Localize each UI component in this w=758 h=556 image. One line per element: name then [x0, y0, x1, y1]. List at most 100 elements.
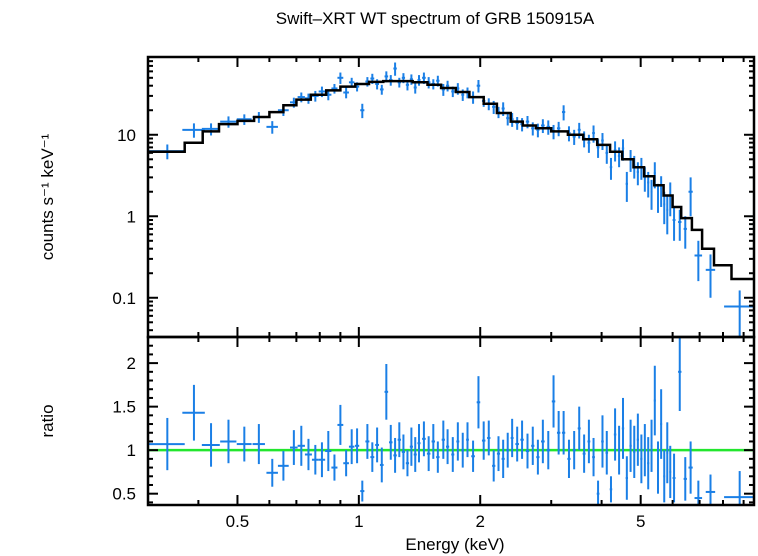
ratio-point: [694, 480, 703, 505]
ratio-point: [201, 423, 220, 467]
ratio-point: [422, 421, 426, 457]
spectrum-point: [541, 119, 545, 134]
ratio-point: [625, 456, 628, 500]
ratio-point: [252, 424, 265, 465]
ratio-point: [379, 447, 384, 483]
ratio-point: [397, 422, 401, 458]
ratio-point: [461, 432, 465, 468]
ratio-point: [431, 424, 436, 459]
spectrum-point: [587, 134, 591, 153]
ratio-point: [365, 424, 370, 459]
y-tick-label: 2: [127, 354, 136, 373]
ratio-point: [451, 437, 455, 472]
spectrum-point: [393, 62, 397, 76]
ratio-point: [724, 471, 754, 505]
spectrum-point: [672, 206, 676, 241]
ratio-point: [384, 363, 389, 420]
spectrum-point: [617, 147, 621, 168]
spectrum-point: [556, 121, 561, 137]
x-tick-label: 2: [475, 512, 484, 531]
ratio-point: [417, 424, 421, 463]
x-tick-label: 5: [636, 512, 645, 531]
spectrum-point: [640, 157, 643, 180]
ratio-point: [546, 431, 551, 470]
chart-title: Swift–XRT WT spectrum of GRB 150915A: [276, 9, 595, 28]
ratio-point: [401, 434, 406, 470]
spectrum-point: [650, 179, 653, 210]
spectrum-point: [660, 176, 663, 207]
ratio-point: [605, 431, 609, 475]
spectrum-point: [561, 105, 566, 121]
ratio-point: [481, 421, 486, 460]
ratio-point: [617, 425, 621, 475]
ratio-point: [629, 419, 632, 472]
ratio-point: [613, 408, 617, 461]
ratio-point: [389, 424, 393, 460]
spectrum-point: [666, 195, 669, 235]
ratio-point: [657, 441, 660, 494]
ratio-point: [663, 450, 666, 503]
ratio-point: [541, 419, 545, 464]
spectrum-point: [413, 82, 417, 94]
ratio-point: [653, 365, 656, 436]
spectrum-point: [657, 183, 660, 213]
ratio-point: [609, 476, 613, 503]
y-tick-label: 0.1: [112, 289, 136, 308]
ratio-point: [556, 410, 561, 455]
spectrum-point: [625, 171, 628, 202]
ratio-point: [436, 441, 440, 473]
ratio-point: [621, 397, 625, 459]
ratio-point: [409, 427, 413, 466]
spectrum-point: [397, 77, 401, 88]
ratio-point: [441, 420, 445, 459]
spectrum-point: [669, 182, 672, 217]
ratio-data-points: [148, 337, 754, 505]
ratio-point: [182, 384, 205, 441]
ratio-point: [446, 429, 450, 465]
ratio-point: [375, 427, 379, 463]
ratio-point: [633, 425, 636, 479]
ratio-point: [572, 431, 576, 470]
spectrum-point: [605, 144, 609, 164]
ratio-point: [506, 432, 510, 468]
spectrum-point: [683, 216, 687, 249]
ratio-point: [492, 450, 496, 482]
ratio-point: [343, 450, 349, 477]
ratio-point: [536, 439, 540, 475]
spectrum-point: [636, 162, 639, 186]
ratio-point: [587, 419, 591, 464]
ratio-point: [678, 337, 682, 411]
spectrum-point: [409, 74, 413, 85]
spectrum-point: [515, 117, 519, 130]
ratio-point: [567, 439, 571, 479]
spectrum-point: [297, 92, 305, 103]
ratio-point: [577, 406, 581, 451]
spectrum-point: [678, 209, 682, 241]
spectrum-point: [201, 123, 220, 136]
spectrum-point: [379, 84, 384, 95]
ratio-point: [666, 422, 669, 484]
ratio-point: [348, 429, 355, 465]
ratio-point: [220, 419, 237, 464]
ratio-point: [471, 440, 475, 472]
spectrum-point: [360, 103, 365, 119]
spectrum-point: [417, 75, 421, 86]
ratio-point: [561, 410, 566, 455]
y-tick-label: 10: [117, 126, 136, 145]
spectrum-point: [266, 121, 278, 134]
ratio-panel: 0.5 1 1.5 2 ratio: [38, 337, 754, 505]
ratio-point: [551, 375, 556, 428]
ratio-point: [331, 454, 338, 481]
ratio-point: [290, 430, 298, 465]
ratio-point: [705, 474, 716, 505]
spectrum-point: [705, 254, 716, 298]
ratio-point: [426, 436, 431, 472]
spectrum-point: [343, 87, 349, 99]
x-tick-label: 0.5: [226, 512, 250, 531]
ratio-point: [688, 441, 693, 494]
ratio-point: [476, 376, 481, 429]
ratio-point: [337, 404, 344, 445]
y-tick-label: 0.5: [112, 485, 136, 504]
spectrum-point: [441, 83, 445, 96]
ratio-point: [510, 418, 514, 458]
